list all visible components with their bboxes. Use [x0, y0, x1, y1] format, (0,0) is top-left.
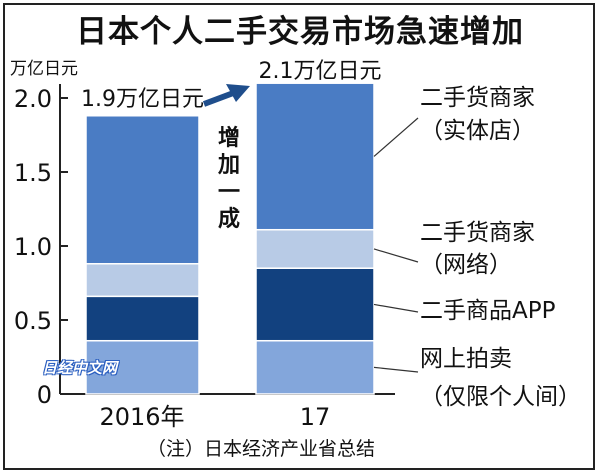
y-tick-label: 0.5 [14, 307, 52, 335]
bar-segment [255, 82, 375, 231]
growth-arrow-head [226, 84, 250, 102]
legend-leader-line [373, 366, 419, 373]
legend-label: （仅限个人间） [420, 384, 581, 410]
bar-total-label: 1.9万亿日元 [81, 87, 204, 112]
y-tick-label: 2.0 [14, 85, 52, 113]
bar-segment [255, 339, 375, 395]
bar-segment [255, 267, 375, 342]
bar-total-label: 2.1万亿日元 [259, 59, 382, 84]
legend-label: 二手货商家 [420, 85, 535, 111]
y-tick-label: 0 [37, 381, 52, 409]
y-tick-label: 1.5 [14, 159, 52, 187]
annotation-char: 一 [218, 180, 240, 205]
bar-segment [85, 339, 200, 395]
legend-label: 网上拍卖 [420, 346, 512, 372]
x-tick-label: 17 [300, 403, 331, 431]
bar-segment [85, 263, 200, 298]
bar-segment [255, 228, 375, 269]
legend-label: （网络） [420, 252, 512, 278]
legend-leader-line [373, 117, 419, 157]
legend-label: 二手商品APP [420, 298, 556, 324]
annotation-char: 成 [218, 207, 240, 232]
growth-arrow-shaft [202, 89, 238, 107]
chart-title: 日本个人二手交易市场急速增加 [76, 14, 524, 50]
legend-leader-line [373, 248, 419, 263]
annotation-char: 增 [218, 125, 240, 151]
x-tick-label: 2016年 [99, 403, 184, 431]
y-tick-label: 1.0 [14, 233, 52, 261]
annotation-char: 加 [217, 153, 240, 178]
bar-segment [85, 295, 200, 342]
bar-segment [85, 115, 200, 265]
watermark-logo: 日经中文网 [42, 359, 118, 377]
legend-leader-line [373, 303, 419, 313]
legend-label: 二手货商家 [420, 220, 535, 246]
footnote: （注）日本经济产业省总结 [147, 438, 375, 460]
legend-label: （实体店） [420, 118, 535, 144]
y-axis-unit-label: 万亿日元 [10, 59, 78, 79]
